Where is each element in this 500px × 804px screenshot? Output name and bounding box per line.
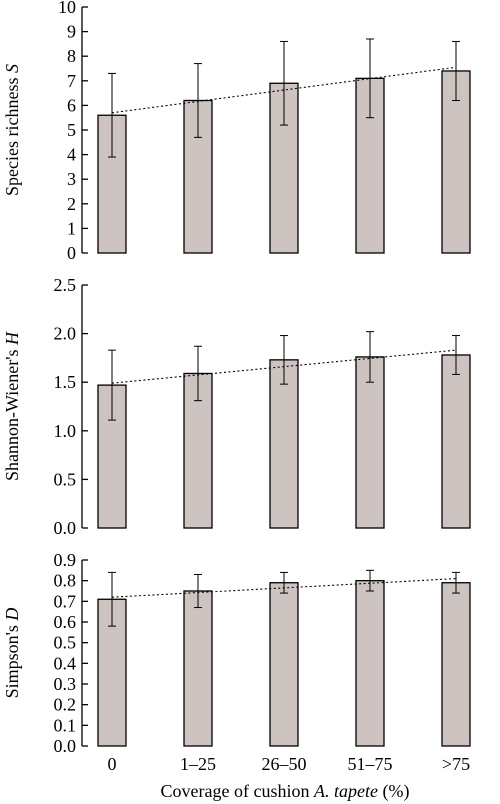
y-axis-title-text: Species richness: [2, 73, 22, 196]
y-axis-title: Shannon-Wiener's H: [2, 331, 22, 481]
y-tick-label: 0: [67, 243, 76, 263]
y-tick-label: 0.2: [54, 695, 77, 715]
x-tick-label: 0: [108, 754, 117, 774]
y-tick-label: 0.5: [54, 633, 77, 653]
y-tick-label: 0.4: [54, 653, 77, 673]
y-axis-title: Simpson's D: [2, 608, 22, 699]
panel-1: 0 1 2 3 4 5 6 7 8 9 10 Species richness S: [2, 0, 471, 263]
x-axis-title-suffix: (%): [378, 781, 409, 802]
y-tick-label: 5: [67, 120, 76, 140]
y-tick-label: 4: [67, 145, 76, 165]
y-tick-label: 6: [67, 95, 76, 115]
y-tick-label: 9: [67, 22, 76, 42]
bar-1–25: [183, 590, 213, 747]
y-axis-title-symbol: D: [2, 608, 22, 622]
y-tick-label: 0.5: [54, 469, 77, 489]
y-tick-label: 1.5: [54, 372, 77, 392]
bar-26–50: [269, 582, 299, 747]
y-tick-label: 0.6: [54, 612, 77, 632]
panels: 0 1 2 3 4 5 6 7 8 9 10 Species richness S 0.0 0.5 1.0 1…: [2, 0, 471, 756]
y-tick-label: 0.1: [54, 715, 77, 735]
y-tick-label: 0.8: [54, 571, 77, 591]
x-category-labels: 0 1–25 26–50 51–75 >75: [108, 754, 471, 774]
y-tick-label: 8: [67, 46, 76, 66]
y-tick-label: 10: [58, 0, 76, 17]
y-tick-label: 3: [67, 169, 76, 189]
x-axis-title: Coverage of cushion A. tapete (%): [161, 781, 410, 802]
y-tick-label: 1.0: [54, 421, 77, 441]
panel-3: 0.00.10.20.30.40.50.60.70.80.9 Simpson's …: [2, 550, 471, 756]
y-tick-label: 2.5: [54, 275, 77, 295]
y-tick-label: 0.0: [54, 518, 77, 538]
y-tick-label: 7: [67, 71, 76, 91]
bar-26–50: [269, 359, 299, 529]
y-axis-title: Species richness S: [2, 64, 22, 196]
x-axis-title-italic: A. tapete: [313, 781, 378, 801]
y-tick-label: 2.0: [54, 324, 77, 344]
x-tick-label: 26–50: [262, 754, 307, 774]
panel-2: 0.0 0.5 1.0 1.5 2.0 2.5 Shannon-Wiener's H: [2, 275, 471, 538]
y-axis-title-text: Simpson's: [2, 621, 22, 699]
bar->75: [441, 354, 471, 529]
x-tick-label: >75: [442, 754, 470, 774]
trend-line: [111, 66, 457, 114]
trend-line: [111, 578, 457, 598]
y-tick-label: 0.0: [54, 736, 77, 756]
x-axis-title-prefix: Coverage of cushion: [161, 781, 314, 801]
trend-line: [111, 349, 457, 384]
x-tick-label: 51–75: [348, 754, 393, 774]
y-axis-title-symbol: S: [2, 64, 22, 73]
x-tick-label: 1–25: [180, 754, 216, 774]
y-tick-label: 2: [67, 194, 76, 214]
y-tick-label: 0.9: [54, 550, 77, 570]
bar-51–75: [355, 356, 385, 529]
bar->75: [441, 582, 471, 747]
bar-51–75: [355, 580, 385, 747]
y-tick-label: 0.3: [54, 674, 77, 694]
y-axis-title-text: Shannon-Wiener's: [2, 345, 22, 481]
y-axis-title-symbol: H: [2, 331, 22, 346]
y-tick-label: 1: [67, 218, 76, 238]
y-tick-label: 0.7: [54, 591, 77, 611]
